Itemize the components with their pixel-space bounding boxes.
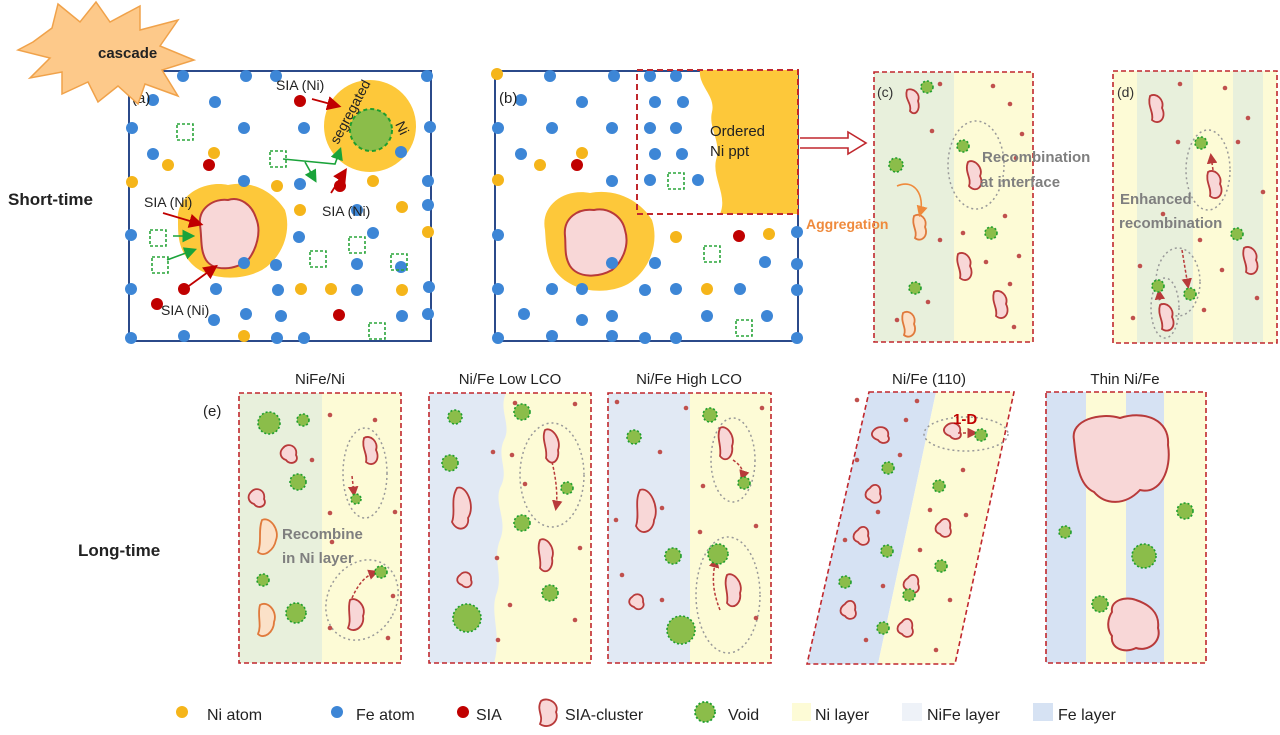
voids-c — [888, 80, 998, 295]
vacancies-b — [667, 172, 753, 337]
recombination-region — [947, 120, 1005, 210]
zoom-arrow — [800, 130, 868, 156]
voids-d — [1151, 136, 1244, 301]
cascade-label: cascade — [98, 45, 157, 62]
panel-e-tag: (e) — [203, 403, 221, 420]
panel-e2-frame — [428, 392, 592, 664]
row-label-long: Long-time — [78, 541, 160, 560]
legend-void: Void — [728, 707, 759, 724]
sia-dots-c — [894, 81, 1025, 330]
panel-e1-title: NiFe/Ni — [295, 371, 345, 388]
legend-ni-layer-swatch — [792, 703, 811, 721]
panel-e3: Ni/Fe High LCO — [607, 371, 772, 664]
legend-ni-atom-swatch — [176, 706, 188, 718]
panel-e1: NiFe/Ni Recombine in Ni layer — [238, 371, 402, 664]
panel-b-tag: (b) — [499, 90, 517, 107]
recombine-line2: in Ni layer — [282, 550, 354, 567]
recombination-line1: Recombination — [982, 149, 1090, 166]
legend-fe-layer: Fe layer — [1058, 707, 1116, 724]
panel-a: (a) SIA (Ni) SIA (Ni) SIA (Ni) SIA (Ni) … — [125, 68, 436, 344]
panel-d-tag: (d) — [1117, 84, 1134, 100]
atom-lattice-b — [491, 68, 803, 344]
legend-fe-layer-swatch — [1033, 703, 1053, 721]
ordered-ni-ppt — [699, 70, 798, 214]
legend-ni-atom: Ni atom — [207, 707, 262, 724]
sia-label-mid-left: SIA (Ni) — [144, 194, 192, 210]
recombine-line1: Recombine — [282, 526, 363, 543]
legend-sia-cluster: SIA-cluster — [565, 707, 644, 724]
panel-c-tag: (c) — [877, 84, 893, 100]
panel-e4: Ni/Fe (110) 1-D — [805, 371, 1015, 665]
legend-void-swatch — [694, 701, 716, 723]
sia-label-top: SIA (Ni) — [276, 77, 324, 93]
sia-dots-d — [1130, 81, 1266, 321]
sia-label-bottom: SIA (Ni) — [161, 302, 209, 318]
enhanced-line1: Enhanced — [1120, 191, 1192, 208]
enhanced-line2: recombination — [1119, 215, 1222, 232]
sia-label-mid-right: SIA (Ni) — [322, 203, 370, 219]
legend-nife-layer-swatch — [902, 703, 922, 721]
panel-e4-title: Ni/Fe (110) — [892, 371, 966, 388]
panel-e3-frame — [607, 392, 772, 664]
aggregation-label: Aggregation — [806, 216, 888, 232]
panel-c: (c) Recombination at interface Aggregati… — [806, 71, 1090, 343]
sia-cluster-icon — [198, 198, 260, 270]
recombination-line2: at interface — [980, 174, 1060, 191]
void-icon — [349, 108, 393, 152]
panel-c-frame — [873, 71, 1034, 343]
legend-ni-layer: Ni layer — [815, 707, 870, 724]
legend-sia-swatch — [457, 706, 469, 718]
one-d-label: 1-D — [953, 411, 977, 428]
panel-e2-title: Ni/Fe Low LCO — [459, 371, 562, 388]
legend: Ni atom Fe atom SIA SIA-cluster Void Ni … — [176, 698, 1116, 727]
panel-b: (b) Ordered Ni ppt — [491, 68, 868, 344]
legend-fe-atom: Fe atom — [356, 707, 415, 724]
cascade-burst: cascade — [15, 0, 197, 106]
row-label-short: Short-time — [8, 190, 93, 209]
panel-e2: Ni/Fe Low LCO — [428, 371, 592, 664]
legend-nife-layer: NiFe layer — [927, 707, 1001, 724]
legend-fe-atom-swatch — [331, 706, 343, 718]
panel-e5: Thin Ni/Fe — [1045, 371, 1207, 664]
panel-e5-title: Thin Ni/Fe — [1090, 371, 1159, 388]
panel-d-frame — [1112, 70, 1278, 344]
vacancies-a — [149, 123, 408, 340]
panel-e5-frame — [1045, 391, 1207, 664]
zoom-box-b — [636, 69, 799, 215]
ppt-label-line1: Ordered — [710, 123, 765, 140]
ppt-label-line2: Ni ppt — [710, 143, 750, 160]
legend-sia: SIA — [476, 707, 502, 724]
panel-e4-frame — [805, 391, 1015, 665]
panel-e3-title: Ni/Fe High LCO — [636, 371, 742, 388]
panel-e1-frame — [238, 392, 402, 664]
legend-cluster-swatch — [538, 698, 558, 727]
segregated-ni-label: Ni — [392, 119, 412, 138]
panel-d: (d) Enhanced recombination — [1112, 70, 1278, 344]
